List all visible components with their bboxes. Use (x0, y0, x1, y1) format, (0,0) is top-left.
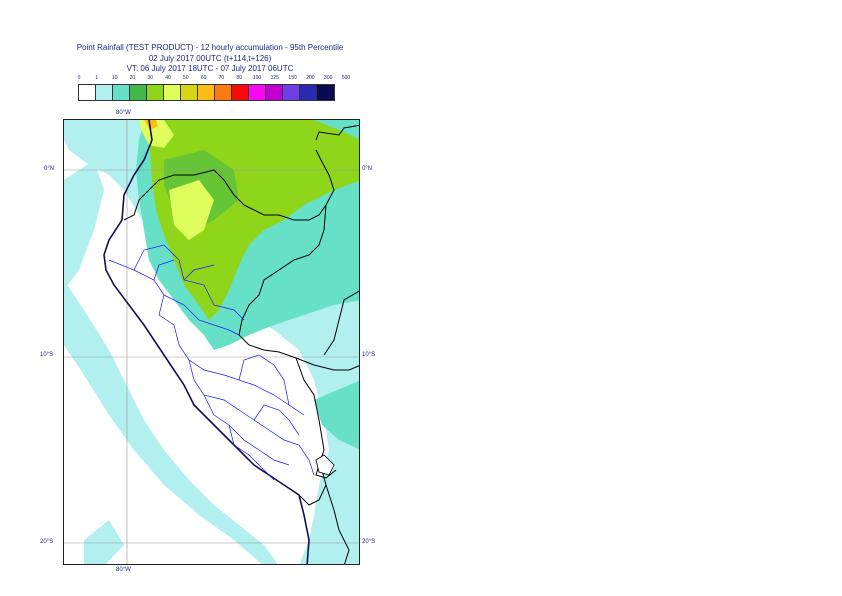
light-rain-offshore-south (84, 520, 124, 564)
legend-swatch (232, 85, 249, 100)
moderate-rain-south (314, 380, 359, 450)
legend-threshold-label: 70 (218, 75, 225, 81)
lon-label-top: 80°W (116, 110, 131, 116)
legend-threshold-label: 300 (324, 75, 333, 81)
legend-swatch (130, 85, 147, 100)
legend-swatch (164, 85, 181, 100)
border-bolivia-chile (325, 484, 350, 564)
legend-labels: 0 1 10 20 30 40 50 60 70 80 100 125 150 200 300 500 (78, 75, 358, 83)
legend-threshold-label: 200 (306, 75, 315, 81)
legend-swatch (181, 85, 198, 100)
border-peru-chile (298, 469, 327, 506)
legend-swatch (317, 85, 334, 100)
legend-swatch (198, 85, 215, 100)
legend-threshold-label: 50 (183, 75, 189, 81)
heavy-rain-east (294, 135, 359, 180)
color-legend: 0 1 10 20 30 40 50 60 70 80 100 125 150 200 300 500 (78, 75, 350, 101)
forecast-run: 02 July 2017 00UTC (t+114,t+126) (148, 54, 272, 63)
legend-threshold-label: 40 (165, 75, 171, 81)
coastline (103, 120, 310, 564)
border-colombia-brazil (315, 124, 359, 206)
lat-label-0-right: 0°N (362, 166, 373, 172)
map-title: Point Rainfall (TEST PRODUCT) - 12 hourl… (76, 43, 344, 52)
legend-threshold-label: 30 (147, 75, 153, 81)
lat-label-10s-right: 10°S (362, 352, 376, 358)
legend-threshold-label: 10 (111, 75, 118, 81)
rainfall-map (63, 119, 360, 565)
very-heavy-rain-north (139, 120, 174, 148)
peak-rain-north (144, 120, 158, 130)
lat-label-20s: 20°S (40, 539, 54, 545)
legend-threshold-label: 100 (252, 75, 262, 81)
lake-titicaca (315, 454, 335, 476)
legend-threshold-label: 20 (129, 75, 136, 81)
legend-threshold-label: 60 (200, 75, 207, 81)
legend-swatch (79, 85, 96, 100)
border-peru-colombia-brazil (238, 204, 327, 359)
legend-swatch (249, 85, 266, 100)
legend-swatch (96, 85, 113, 100)
legend-swatch (113, 85, 130, 100)
legend-threshold-label: 125 (270, 75, 279, 81)
lon-label-bottom: 80°W (116, 567, 131, 573)
legend-swatch (266, 85, 283, 100)
very-heavy-rain-patch (169, 180, 214, 240)
legend-threshold-label: 80 (236, 75, 242, 81)
border-peru-ecuador (123, 169, 327, 221)
legend-threshold-label: 1 (95, 75, 99, 81)
legend-swatch (215, 85, 232, 100)
map-svg (64, 120, 359, 564)
lat-label-20s-right: 20°S (362, 539, 376, 545)
legend-threshold-label: 500 (341, 75, 351, 81)
light-rain-offshore (64, 160, 104, 290)
legend-threshold-label: 0 (77, 75, 81, 81)
valid-time: VT: 06 July 2017 18UTC - 07 July 2017 06… (126, 64, 294, 73)
border-east (323, 290, 359, 356)
legend-threshold-label: 150 (288, 75, 297, 81)
border-brazil-bolivia (295, 357, 359, 371)
legend-swatch (147, 85, 164, 100)
border-peru-bolivia (295, 357, 337, 479)
lat-label-0: 0°N (44, 166, 55, 172)
region-borders (108, 244, 315, 481)
lat-label-10s: 10°S (40, 352, 54, 358)
legend-swatch (283, 85, 300, 100)
legend-bar (78, 84, 335, 101)
legend-swatch (300, 85, 317, 100)
